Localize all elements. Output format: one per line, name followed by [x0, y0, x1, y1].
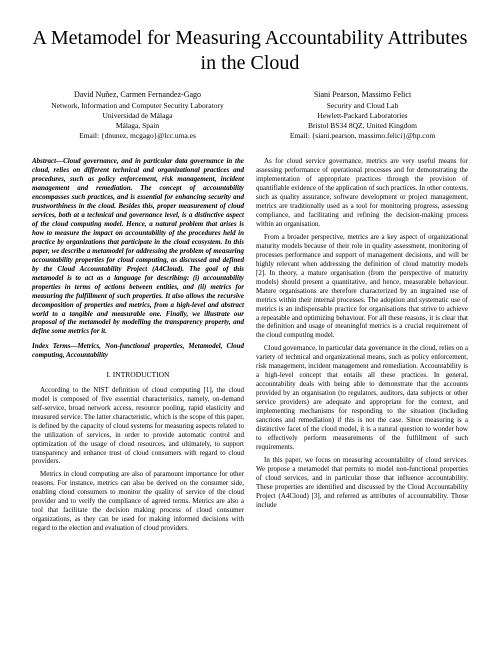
authors-row: David Nuñez, Carmen Fernandez-Gago Netwo… — [32, 90, 468, 141]
right-paragraph-1: As for cloud service governance, metrics… — [256, 157, 468, 229]
author-affil1-left: Network, Information and Computer Securi… — [32, 101, 243, 111]
right-column: As for cloud service governance, metrics… — [256, 157, 468, 537]
left-paragraph-2: Metrics in cloud computing are also of p… — [32, 470, 244, 533]
right-paragraph-3: Cloud governance, in particular data gov… — [256, 344, 468, 451]
abstract-block: Abstract—Cloud governance, and in partic… — [32, 157, 244, 336]
left-column: Abstract—Cloud governance, and in partic… — [32, 157, 244, 537]
paper-page: A Metamodel for Measuring Accountability… — [0, 0, 500, 557]
paper-title: A Metamodel for Measuring Accountability… — [32, 26, 468, 76]
author-block-right: Siani Pearson, Massimo Felici Security a… — [257, 90, 468, 141]
author-affil2-left: Universidad de Málaga — [32, 111, 243, 121]
author-email-right: Email: {siani.pearson, massimo.felici}@h… — [257, 131, 468, 141]
author-location-left: Málaga, Spain — [32, 121, 243, 131]
author-block-left: David Nuñez, Carmen Fernandez-Gago Netwo… — [32, 90, 243, 141]
two-column-body: Abstract—Cloud governance, and in partic… — [32, 157, 468, 537]
section-heading-intro: I. INTRODUCTION — [32, 370, 244, 380]
right-paragraph-2: From a broader perspective, metrics are … — [256, 233, 468, 340]
left-paragraph-1: According to the NIST definition of clou… — [32, 386, 244, 467]
index-terms-label: Index Terms— — [32, 342, 77, 350]
right-paragraph-4: In this paper, we focus on measuring acc… — [256, 456, 468, 510]
abstract-text: Cloud governance, and in particular data… — [32, 157, 244, 335]
index-terms-block: Index Terms—Metrics, Non-functional prop… — [32, 342, 244, 360]
abstract-label: Abstract— — [32, 157, 63, 165]
author-affil2-right: Hewlett-Packard Laboratories — [257, 111, 468, 121]
author-email-left: Email: {dnunez, mcgago}@lcc.uma.es — [32, 131, 243, 141]
author-names-right: Siani Pearson, Massimo Felici — [257, 90, 468, 101]
author-location-right: Bristol BS34 8QZ, United Kingdom — [257, 121, 468, 131]
author-names-left: David Nuñez, Carmen Fernandez-Gago — [32, 90, 243, 101]
author-affil1-right: Security and Cloud Lab — [257, 101, 468, 111]
